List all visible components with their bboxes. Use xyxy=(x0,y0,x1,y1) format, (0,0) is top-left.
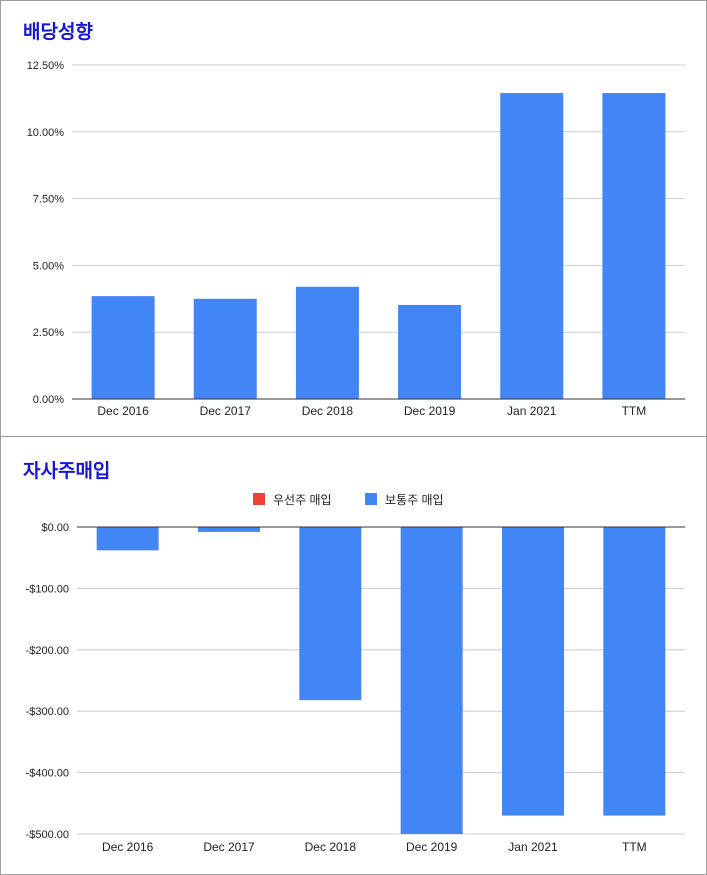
legend-label: 보통주 매입 xyxy=(385,493,444,507)
bar xyxy=(299,527,362,701)
bar xyxy=(400,527,463,834)
payout-ratio-panel: 배당성향 0.00% 2.50% 5.00% 7.50% 10.00% 12.50% Dec… xyxy=(1,1,706,437)
x-tick-label: Dec 2017 xyxy=(200,404,252,418)
y-tick-label: -$300.00 xyxy=(26,706,69,718)
bar xyxy=(398,304,462,399)
x-tick-label: Dec 2019 xyxy=(406,840,458,854)
y-tick-label: 12.50% xyxy=(27,60,65,72)
buyback-title: 자사주매입 xyxy=(23,460,111,482)
bar xyxy=(502,527,564,816)
buyback-panel: 자사주매입 $0.00 -$100.00 -$200.00 -$300.00 -$400… xyxy=(1,437,706,874)
x-tick-label: Dec 2018 xyxy=(302,404,354,418)
legend-swatch xyxy=(253,493,265,505)
bar xyxy=(198,527,260,532)
x-tick-label: TTM xyxy=(622,404,647,418)
y-tick-label: -$200.00 xyxy=(26,645,69,657)
bar xyxy=(295,286,359,399)
x-tick-label: TTM xyxy=(622,840,647,854)
y-tick-label: 5.00% xyxy=(33,260,64,272)
bar xyxy=(96,527,159,551)
bar xyxy=(193,298,257,399)
bar xyxy=(602,93,666,399)
y-tick-label: $0.00 xyxy=(41,522,69,534)
y-tick-label: -$400.00 xyxy=(26,768,69,780)
legend-swatch xyxy=(365,493,377,505)
y-tick-label: 10.00% xyxy=(27,127,65,139)
x-tick-label: Dec 2016 xyxy=(97,404,149,418)
x-tick-label: Jan 2021 xyxy=(507,404,557,418)
bar xyxy=(603,527,666,816)
y-tick-label: 2.50% xyxy=(33,327,64,339)
bar xyxy=(91,296,155,399)
x-tick-label: Dec 2017 xyxy=(203,840,255,854)
legend-label: 우선주 매입 xyxy=(273,493,332,507)
buyback-chart: $0.00 -$100.00 -$200.00 -$300.00 -$400.00 -$5… xyxy=(26,493,685,854)
bar xyxy=(500,93,564,399)
y-tick-label: 7.50% xyxy=(33,194,64,206)
y-tick-label: -$500.00 xyxy=(26,829,69,841)
x-tick-label: Dec 2019 xyxy=(404,404,456,418)
x-tick-label: Dec 2018 xyxy=(305,840,357,854)
y-tick-label: 0.00% xyxy=(33,394,64,406)
x-tick-label: Dec 2016 xyxy=(102,840,154,854)
payout-ratio-chart: 0.00% 2.50% 5.00% 7.50% 10.00% 12.50% Dec 2016… xyxy=(27,60,685,418)
y-tick-label: -$100.00 xyxy=(26,583,69,595)
payout-ratio-title: 배당성향 xyxy=(23,21,93,43)
x-tick-label: Jan 2021 xyxy=(508,840,558,854)
